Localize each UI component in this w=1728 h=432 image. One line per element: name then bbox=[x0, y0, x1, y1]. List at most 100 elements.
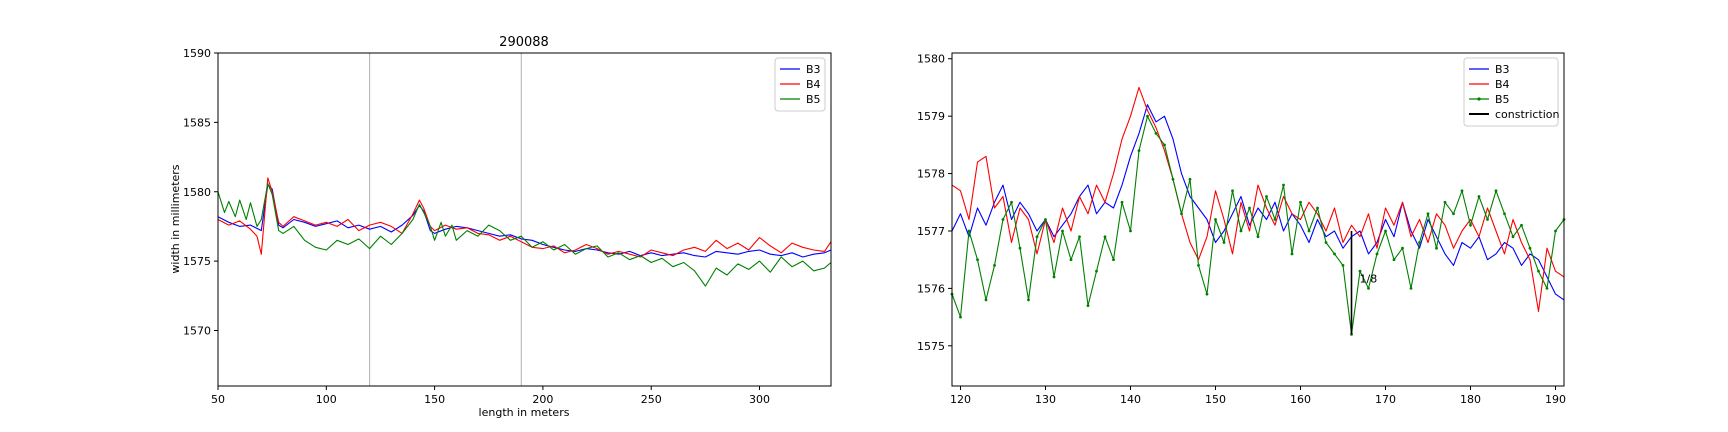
series-point-b5 bbox=[1001, 218, 1005, 221]
series-point-b5 bbox=[1010, 200, 1013, 204]
series-point-b5 bbox=[1469, 223, 1472, 227]
y-axis-label: width in millimeters bbox=[169, 164, 182, 273]
series-point-b5 bbox=[1435, 246, 1438, 250]
y-tick-label: 1575 bbox=[917, 340, 945, 353]
series-point-b5 bbox=[1248, 206, 1251, 210]
series-point-b5 bbox=[1375, 252, 1379, 256]
plot-area-frame bbox=[217, 52, 832, 387]
series-point-b5 bbox=[984, 298, 988, 302]
x-tick-label: 160 bbox=[1290, 393, 1311, 406]
x-tick-label: 200 bbox=[532, 393, 553, 406]
series-point-b5 bbox=[1486, 218, 1489, 221]
legend: B3 B4 B5 constriction bbox=[1463, 57, 1560, 127]
series-point-b5 bbox=[1520, 223, 1523, 227]
series-point-b5 bbox=[1112, 258, 1115, 262]
y-tick-label: 1590 bbox=[183, 47, 211, 60]
x-tick-label: 120 bbox=[950, 393, 971, 406]
x-tick-label: 140 bbox=[1120, 393, 1141, 406]
plot-area-frame bbox=[951, 52, 1565, 387]
series-point-b5 bbox=[1358, 269, 1362, 273]
x-axis-label: length in meters bbox=[479, 406, 570, 419]
legend-label: constriction bbox=[1495, 108, 1560, 121]
series-point-b5 bbox=[1188, 177, 1192, 181]
chart-title: 290088 bbox=[499, 35, 549, 50]
series-point-b5 bbox=[1214, 218, 1217, 221]
y-tick-label: 1577 bbox=[917, 225, 945, 238]
series-point-b5 bbox=[1265, 195, 1268, 198]
legend-label: B3 bbox=[806, 63, 821, 76]
series-point-b5 bbox=[1494, 189, 1498, 193]
series-point-b5 bbox=[1537, 269, 1540, 273]
legend-label: B3 bbox=[1495, 63, 1510, 76]
series-point-b5 bbox=[1367, 286, 1370, 290]
series-point-b5 bbox=[1078, 235, 1081, 239]
right-chart: 1/8 120 130 140 150 160 170 180 190 1575 1576 157… bbox=[917, 52, 1566, 406]
series-line-b3 bbox=[217, 184, 832, 258]
legend-marker bbox=[1477, 97, 1481, 101]
series-point-b5 bbox=[1120, 200, 1124, 204]
series-point-b5 bbox=[1239, 229, 1243, 233]
series-point-b5 bbox=[1222, 241, 1226, 244]
legend: B3 B4 B5 bbox=[774, 57, 826, 112]
x-tick-label: 130 bbox=[1035, 393, 1056, 406]
series-point-b5 bbox=[976, 258, 979, 262]
legend-label: B5 bbox=[806, 93, 821, 106]
series-point-b5 bbox=[1035, 235, 1039, 239]
y-tick-label: 1579 bbox=[917, 110, 945, 123]
x-tick-label: 150 bbox=[1205, 393, 1226, 406]
series-point-b5 bbox=[1503, 212, 1506, 216]
series-point-b5 bbox=[959, 315, 962, 319]
x-tick-label: 100 bbox=[316, 393, 337, 406]
series-point-b5 bbox=[1052, 275, 1056, 279]
series-point-b5 bbox=[1443, 200, 1447, 204]
series-point-b5 bbox=[1409, 286, 1413, 290]
legend-label: B4 bbox=[1495, 78, 1510, 91]
series-point-b5 bbox=[1095, 269, 1098, 273]
series-point-b5 bbox=[1545, 286, 1549, 290]
series-point-b5 bbox=[1231, 189, 1234, 193]
series-point-b5 bbox=[1061, 229, 1064, 233]
y-tick-label: 1570 bbox=[183, 325, 211, 338]
y-tick-label: 1585 bbox=[183, 116, 211, 129]
series-point-b5 bbox=[1256, 235, 1260, 239]
series-point-b5 bbox=[1146, 114, 1149, 118]
series-line-b4 bbox=[951, 86, 1565, 312]
series-point-b5 bbox=[1018, 246, 1022, 250]
series-point-b5 bbox=[1180, 212, 1183, 216]
series-point-b5 bbox=[1460, 189, 1464, 193]
series-point-b5 bbox=[1299, 200, 1302, 204]
series-point-b5 bbox=[1205, 292, 1209, 296]
series-point-b5 bbox=[1418, 241, 1421, 244]
series-point-b5 bbox=[1528, 246, 1532, 250]
series-line-b5 bbox=[217, 182, 832, 287]
series-point-b5 bbox=[1069, 258, 1073, 262]
series-line-b3 bbox=[951, 104, 1565, 301]
series-point-b5 bbox=[1341, 264, 1345, 267]
series-point-b5 bbox=[1163, 143, 1166, 147]
series-point-b5 bbox=[1384, 229, 1387, 233]
y-tick-label: 1580 bbox=[183, 186, 211, 199]
x-tick-label: 190 bbox=[1545, 393, 1566, 406]
legend-label: B4 bbox=[806, 78, 821, 91]
series-point-b5 bbox=[1027, 298, 1030, 302]
series-point-b5 bbox=[1316, 206, 1319, 210]
series-point-b5 bbox=[1511, 235, 1515, 239]
legend-box bbox=[1463, 57, 1559, 127]
series-point-b5 bbox=[967, 229, 971, 233]
series-point-b5 bbox=[1129, 229, 1132, 233]
series-point-b5 bbox=[1324, 241, 1328, 244]
x-tick-label: 250 bbox=[641, 393, 662, 406]
left-chart: 290088 50 100 150 200 250 300 1570 1575 1580 158… bbox=[169, 35, 832, 419]
x-tick-label: 150 bbox=[424, 393, 445, 406]
series-point-b5 bbox=[1273, 218, 1277, 221]
series-point-b5 bbox=[1452, 212, 1455, 216]
y-tick-label: 1576 bbox=[917, 282, 945, 295]
series-point-b5 bbox=[1426, 212, 1430, 216]
y-tick-label: 1575 bbox=[183, 255, 211, 268]
constriction-label: 1/8 bbox=[1360, 273, 1378, 286]
series-line-b4 bbox=[217, 177, 832, 258]
series-point-b5 bbox=[1477, 195, 1481, 198]
y-tick-label: 1580 bbox=[917, 53, 945, 66]
series-point-b5 bbox=[1171, 177, 1175, 181]
